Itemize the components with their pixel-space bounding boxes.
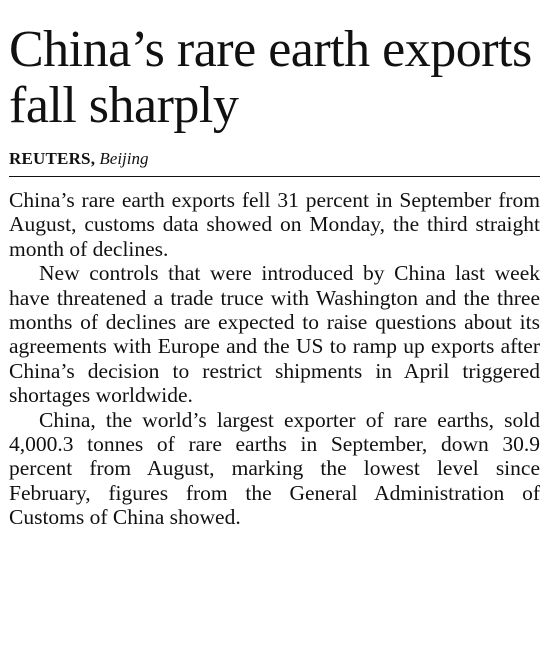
article-paragraph-1: China’s rare earth exports fell 31 perce… (9, 188, 540, 261)
byline: REUTERS, Beijing (9, 148, 540, 170)
article-paragraph-3: China, the world’s largest exporter of r… (9, 407, 540, 530)
article-paragraph-2: New controls that were introduced by Chi… (9, 261, 540, 408)
article-headline: China’s rare earth exports fall sharply (9, 21, 532, 134)
news-article: China’s rare earth exports fall sharply … (9, 0, 540, 530)
article-body: China’s rare earth exports fell 31 perce… (9, 188, 540, 530)
byline-divider (9, 176, 540, 177)
byline-agency: REUTERS, (9, 149, 96, 168)
byline-place: Beijing (99, 149, 149, 168)
